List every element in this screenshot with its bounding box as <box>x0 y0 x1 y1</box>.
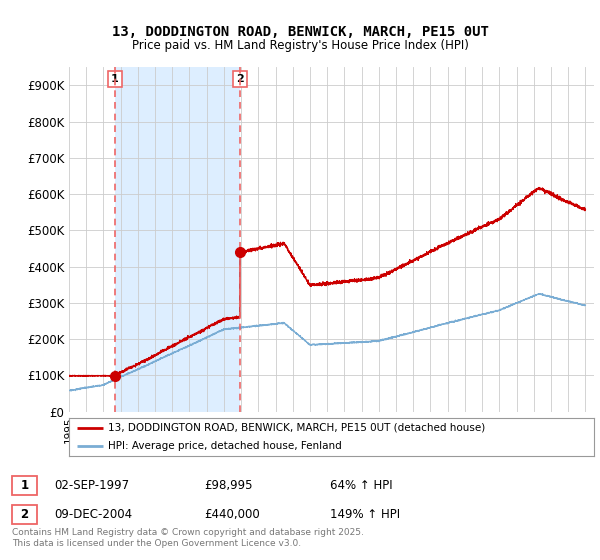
Text: 13, DODDINGTON ROAD, BENWICK, MARCH, PE15 0UT (detached house): 13, DODDINGTON ROAD, BENWICK, MARCH, PE1… <box>109 423 485 433</box>
Text: 02-SEP-1997: 02-SEP-1997 <box>54 479 129 492</box>
Text: £98,995: £98,995 <box>204 479 253 492</box>
Text: 1: 1 <box>20 479 29 492</box>
Text: £440,000: £440,000 <box>204 507 260 521</box>
Bar <box>115 67 240 412</box>
Text: 13, DODDINGTON ROAD, BENWICK, MARCH, PE15 0UT: 13, DODDINGTON ROAD, BENWICK, MARCH, PE1… <box>112 25 488 39</box>
Text: Contains HM Land Registry data © Crown copyright and database right 2025.
This d: Contains HM Land Registry data © Crown c… <box>12 528 364 548</box>
Text: Price paid vs. HM Land Registry's House Price Index (HPI): Price paid vs. HM Land Registry's House … <box>131 39 469 52</box>
Text: 2: 2 <box>20 507 29 521</box>
Text: 2: 2 <box>236 74 244 84</box>
Text: 149% ↑ HPI: 149% ↑ HPI <box>330 507 400 521</box>
Text: 64% ↑ HPI: 64% ↑ HPI <box>330 479 392 492</box>
Text: 1: 1 <box>111 74 119 84</box>
Text: 09-DEC-2004: 09-DEC-2004 <box>54 507 132 521</box>
Text: HPI: Average price, detached house, Fenland: HPI: Average price, detached house, Fenl… <box>109 441 342 451</box>
